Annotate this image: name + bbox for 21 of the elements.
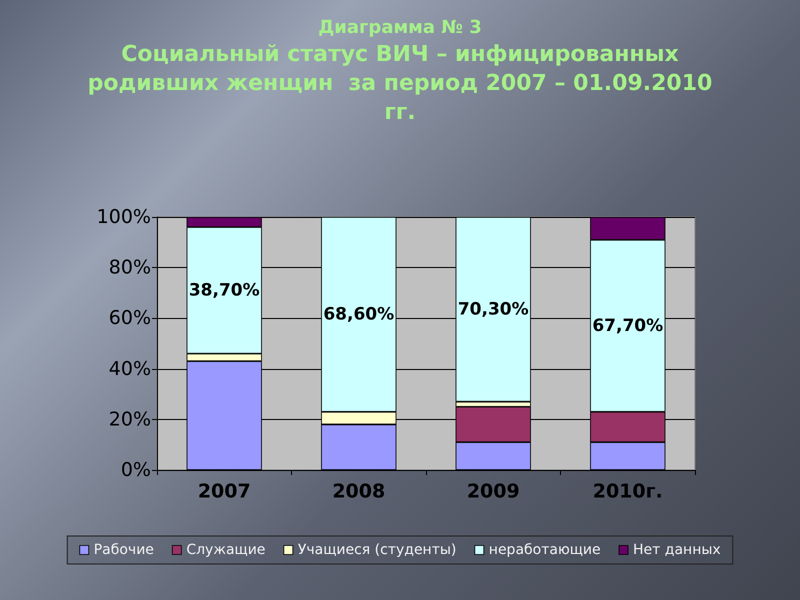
legend-label: Учащиеся (студенты) (298, 542, 456, 558)
annotation: 68,60% (323, 304, 394, 324)
annotation: 70,30% (458, 299, 529, 320)
legend-label: Нет данных (633, 542, 721, 558)
y-tick-label: 40% (108, 358, 151, 380)
legend-label: Рабочие (94, 542, 154, 558)
x-tick-label: 2009 (466, 480, 520, 502)
y-tick-label: 20% (108, 408, 151, 430)
chart-title: Диаграмма № 3 (317, 16, 483, 40)
y-tick-label: 100% (96, 206, 151, 228)
chart-subtitle: Социальный статус ВИЧ – инфицированных родивших женщин за период 2007 – 01.09.2010 гг. (86, 41, 714, 127)
legend-label: Служащие (186, 542, 266, 558)
y-tick-label: 60% (108, 307, 151, 330)
legend-label: неработающие (488, 542, 601, 558)
annotation: 38,70% (188, 280, 260, 300)
annotation: 67,70% (592, 316, 664, 336)
y-tick-label: 0% (120, 459, 151, 481)
x-tick-label: 2008 (332, 480, 386, 502)
x-tick-label: 2010г. (592, 480, 663, 502)
x-tick-label: 2007 (198, 480, 251, 502)
y-tick-label: 80% (108, 256, 151, 279)
